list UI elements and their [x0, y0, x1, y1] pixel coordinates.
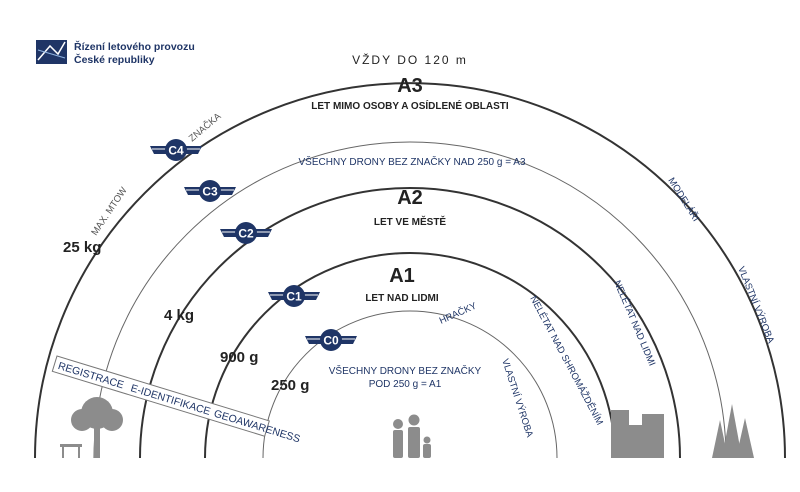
- geoawareness-label: GEOAWARENESS: [212, 408, 301, 446]
- weight-250g: 250 g: [271, 377, 309, 394]
- outer-arc-a3: [34, 82, 786, 459]
- family-icon: [393, 414, 431, 458]
- hracky-label: HRAČKY: [438, 300, 479, 326]
- neletat-nad-lidmi-label: NELÉTAT NAD LIDMI: [611, 279, 657, 368]
- altitude-limit-label: VŽDY DO 120 m: [352, 52, 468, 67]
- badge-c0-text: C0: [323, 334, 339, 348]
- badge-c2: C2: [220, 222, 272, 244]
- thin-arc-a3-inner: [93, 141, 727, 459]
- max-mtow-label: MAX. MTOW: [89, 185, 129, 237]
- badge-c3: C3: [184, 180, 236, 202]
- vlastni-vyroba-inner-label: VLASTNÍ VÝROBA: [499, 358, 535, 440]
- category-a2-subtitle: LET VE MĚSTĚ: [374, 215, 447, 228]
- city-buildings-icon: [611, 410, 664, 458]
- znacka-label: ZNAČKA: [187, 111, 224, 145]
- badge-c2-text: C2: [238, 227, 254, 241]
- arc-a1: [204, 252, 616, 459]
- badge-c3-text: C3: [202, 185, 218, 199]
- neletat-nad-shromazdenim-label: NELÉTAT NAD SHROMÁŽDĚNÍM: [527, 294, 605, 427]
- badge-c1: C1: [268, 285, 320, 307]
- a1-unmarked-note-line1: VŠECHNY DRONY BEZ ZNAČKY: [329, 364, 482, 377]
- category-a2-title: A2: [397, 187, 423, 209]
- category-a3-title: A3: [397, 75, 423, 97]
- badge-c0: C0: [305, 329, 357, 351]
- weight-900g: 900 g: [220, 349, 258, 366]
- weight-25kg: 25 kg: [63, 239, 101, 256]
- category-a3-subtitle: LET MIMO OSOBY A OSÍDLENÉ OBLASTI: [311, 99, 509, 112]
- logo-line-1: Řízení letového provozu: [74, 40, 195, 53]
- modelari-label: MODELÁŘI: [665, 176, 701, 224]
- a3-unmarked-note: VŠECHNY DRONY BEZ ZNAČKY NAD 250 g = A3: [298, 155, 525, 168]
- forest-icon: [712, 404, 754, 458]
- thin-arc-c0: [262, 310, 558, 459]
- air-navigation-logo-icon: [36, 40, 67, 64]
- logo-line-2: České republiky: [74, 53, 155, 66]
- badge-c1-text: C1: [286, 290, 302, 304]
- weight-4kg: 4 kg: [164, 307, 194, 324]
- arc-a2: [139, 187, 681, 459]
- a1-unmarked-note-line2: POD 250 g = A1: [369, 379, 442, 390]
- tree-bench-icon: [60, 397, 123, 458]
- category-a1-title: A1: [389, 265, 415, 287]
- badge-c4-text: C4: [168, 144, 184, 158]
- badge-c4: C4: [150, 139, 202, 161]
- category-a1-subtitle: LET NAD LIDMI: [365, 293, 439, 304]
- vlastni-vyroba-outer-label: VLASTNÍ VÝROBA: [735, 265, 776, 346]
